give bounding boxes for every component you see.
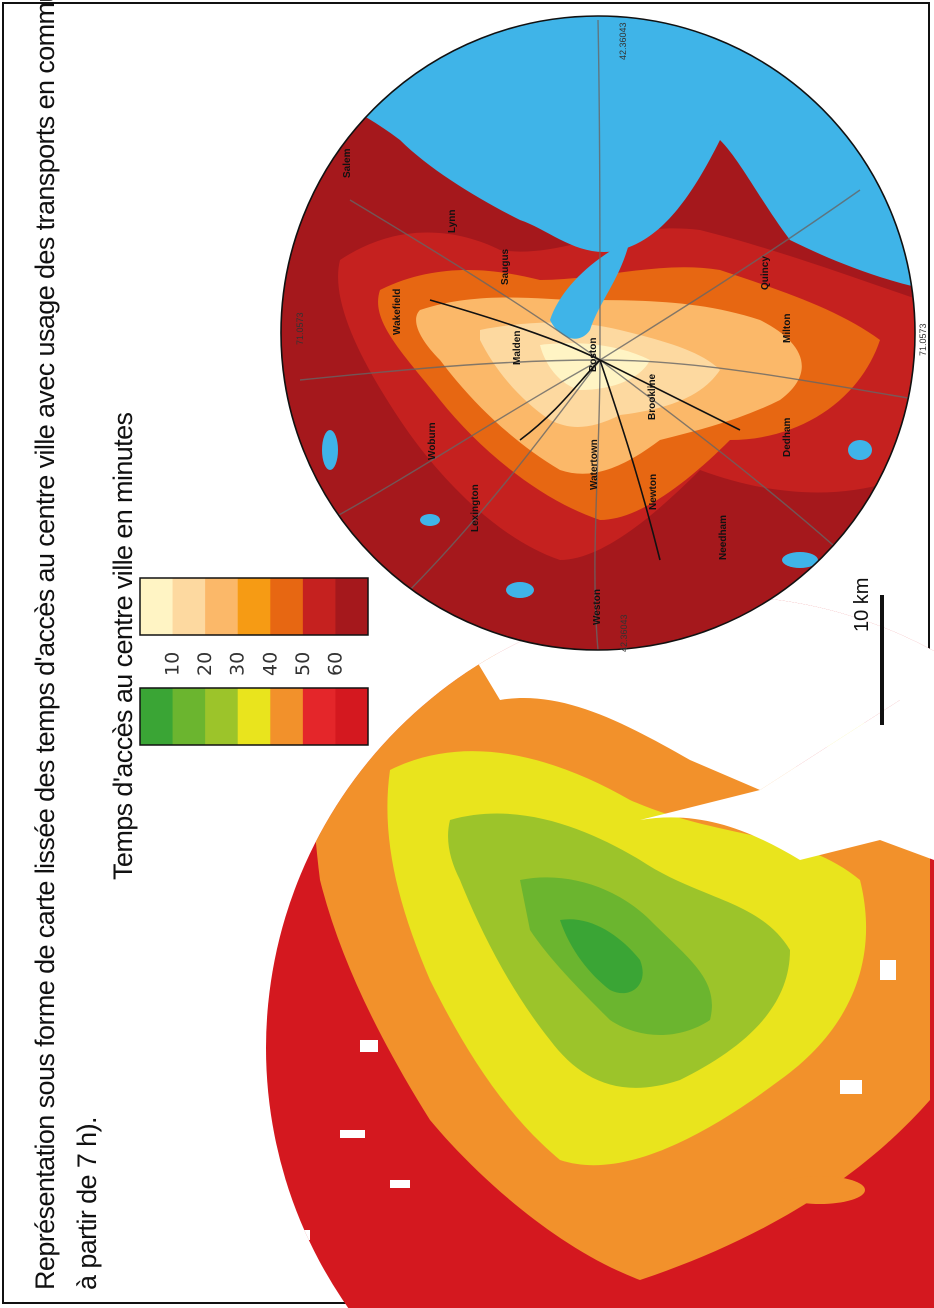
- legend-tick-label: 20: [194, 652, 216, 676]
- legend-warm-scale: [139, 577, 369, 636]
- town-label: Weston: [592, 589, 603, 625]
- coordinate-label: 71.0573: [295, 312, 305, 345]
- coordinate-label: 42.36043: [618, 22, 628, 60]
- legend-tick-label: 40: [259, 652, 281, 676]
- town-label: Lynn: [447, 209, 458, 233]
- legend-green-swatch: [302, 688, 336, 745]
- legend-warm-swatch: [270, 578, 304, 635]
- town-label: Lexington: [470, 484, 481, 532]
- right-map-border: [280, 15, 916, 651]
- town-label: Watertown: [589, 439, 600, 490]
- legend-tick-label: 60: [324, 652, 346, 676]
- town-label: Needham: [718, 515, 729, 560]
- legend-tick-label: 30: [227, 652, 249, 676]
- town-label: Dedham: [782, 417, 793, 457]
- legend-green-scale: [139, 687, 369, 746]
- legend-warm-swatch: [335, 578, 369, 635]
- smoothed-access-map: [266, 596, 934, 1308]
- legend-warm-swatch: [302, 578, 336, 635]
- town-label: Woburn: [427, 422, 438, 460]
- town-labels: Salem Lynn Saugus Wakefield Malden Boston Quin…: [342, 148, 793, 625]
- town-label: Newton: [648, 474, 659, 510]
- legend-tick-label: 10: [162, 652, 184, 676]
- coordinate-label: 71.0573: [918, 323, 928, 356]
- scale-bar: 10 km: [851, 578, 884, 725]
- town-label: Milton: [782, 314, 793, 343]
- legend-warm-swatch: [140, 578, 174, 635]
- legend-green-swatch: [205, 688, 239, 745]
- legend-green-swatch: [335, 688, 369, 745]
- legend-warm-swatch: [237, 578, 271, 635]
- town-label: Malden: [512, 331, 523, 365]
- legend-warm-swatch: [172, 578, 206, 635]
- town-label: Wakefield: [392, 289, 403, 335]
- scale-bar-label: 10 km: [851, 578, 873, 632]
- legend-green-swatch: [172, 688, 206, 745]
- legend-ticks: 10 20 30 40 50 60: [162, 652, 347, 676]
- legend-green-swatch: [140, 688, 174, 745]
- town-label: Brookline: [647, 373, 658, 420]
- town-label: Saugus: [500, 248, 511, 285]
- boston-access-map: [281, 16, 915, 650]
- coordinate-label: 42.36043: [619, 614, 629, 652]
- legend-green-swatch: [237, 688, 271, 745]
- legend-warm-swatch: [205, 578, 239, 635]
- legend-tick-label: 50: [292, 652, 314, 676]
- town-label: Salem: [342, 148, 353, 178]
- legend-green-swatch: [270, 688, 304, 745]
- town-label: Boston: [588, 338, 599, 372]
- coordinate-labels: 42.36043 71.0573 42.36043 71.0573: [295, 22, 928, 652]
- town-label: Quincy: [760, 256, 771, 290]
